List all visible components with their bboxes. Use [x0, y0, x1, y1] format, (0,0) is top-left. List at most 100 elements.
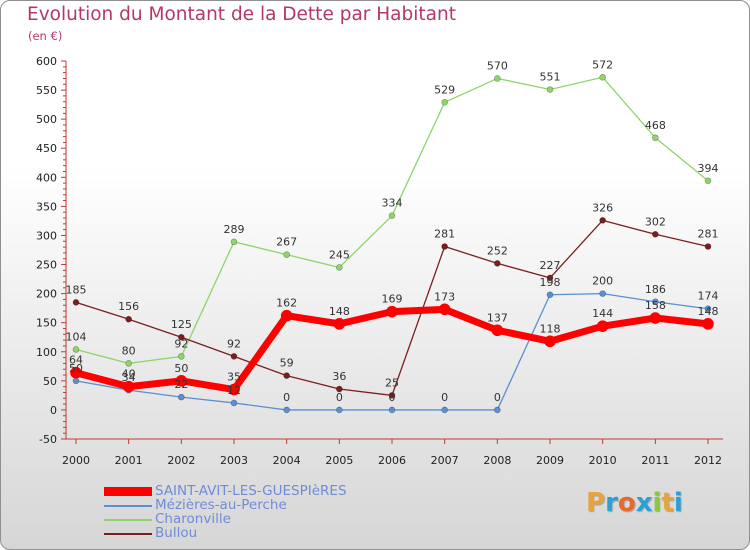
- data-label: 281: [434, 228, 455, 241]
- x-tick-label: 2000: [62, 454, 90, 467]
- data-label: 468: [645, 119, 666, 132]
- data-point: [72, 299, 80, 306]
- data-point: [544, 335, 556, 348]
- data-point: [441, 243, 448, 250]
- data-label: 394: [698, 162, 719, 175]
- data-point: [336, 264, 343, 271]
- data-label: 551: [540, 70, 561, 83]
- legend-label: Charonville: [155, 511, 231, 527]
- data-label: 185: [66, 283, 87, 296]
- y-tick-label: -50: [39, 433, 57, 446]
- data-label: 158: [645, 299, 666, 312]
- y-tick-label: 250: [36, 259, 57, 272]
- y-tick-label: 550: [36, 84, 57, 97]
- x-tick-label: 2003: [220, 454, 248, 467]
- data-point: [228, 383, 240, 396]
- logo-letter: t: [661, 488, 674, 518]
- x-tick-label: 2001: [115, 454, 143, 467]
- legend-swatch: [104, 533, 152, 535]
- data-label: 137: [487, 311, 508, 324]
- data-point: [388, 392, 396, 399]
- data-point: [386, 305, 398, 318]
- data-point: [333, 318, 346, 330]
- data-point: [494, 260, 501, 267]
- logo-letter: P: [586, 488, 606, 518]
- x-tick-label: 2005: [325, 454, 353, 467]
- data-point: [438, 303, 451, 316]
- data-label: 302: [645, 215, 666, 228]
- data-point: [491, 324, 504, 337]
- data-label: 186: [645, 283, 666, 296]
- data-point: [178, 333, 185, 341]
- data-label: 0: [283, 391, 290, 404]
- y-tick-label: 350: [36, 200, 57, 213]
- data-label: 25: [385, 376, 399, 389]
- data-label: 12: [227, 384, 241, 397]
- data-point: [599, 290, 606, 297]
- data-point: [283, 372, 290, 379]
- data-label: 92: [227, 337, 241, 350]
- data-label: 572: [592, 58, 613, 71]
- data-point: [336, 385, 343, 393]
- data-point: [596, 320, 609, 332]
- proxiti-logo: Proxiti: [586, 488, 683, 518]
- data-point: [283, 406, 290, 414]
- data-label: 0: [441, 391, 448, 404]
- data-label: 80: [122, 344, 136, 357]
- data-label: 227: [540, 259, 561, 272]
- y-tick-label: 450: [36, 142, 57, 155]
- data-label: 281: [698, 228, 719, 241]
- data-point: [599, 73, 606, 81]
- data-label: 0: [494, 391, 501, 404]
- data-label: 570: [487, 59, 508, 72]
- legend-swatch: [104, 519, 152, 521]
- y-tick-label: 200: [36, 288, 57, 301]
- data-label: 0: [336, 391, 343, 404]
- data-label: 104: [66, 330, 87, 343]
- data-point: [178, 393, 185, 401]
- x-tick-label: 2004: [273, 454, 301, 467]
- chart-subtitle: (en €): [28, 29, 63, 43]
- x-tick-label: 2012: [694, 454, 722, 467]
- data-label: 148: [329, 305, 350, 318]
- data-point: [652, 298, 659, 306]
- data-point: [280, 309, 293, 322]
- data-point: [388, 212, 396, 219]
- data-label: 50: [174, 362, 188, 375]
- x-tick-label: 2006: [378, 454, 406, 467]
- data-label: 35: [227, 371, 241, 384]
- data-label: 40: [122, 368, 136, 381]
- data-label: 245: [329, 248, 350, 261]
- data-label: 0: [389, 391, 396, 404]
- data-label: 36: [332, 370, 346, 383]
- data-label: 173: [434, 290, 455, 303]
- data-label: 169: [382, 293, 403, 306]
- data-point: [494, 75, 501, 82]
- logo-letter: i: [652, 488, 662, 518]
- data-point: [178, 353, 185, 360]
- data-point: [704, 177, 712, 185]
- y-tick-label: 400: [36, 171, 57, 184]
- data-point: [336, 406, 343, 414]
- y-tick-label: 0: [50, 404, 57, 417]
- data-point: [283, 251, 290, 258]
- data-label: 200: [592, 275, 613, 288]
- chart-title: Evolution du Montant de la Dette par Hab…: [27, 4, 456, 25]
- y-tick-label: 300: [36, 229, 57, 242]
- data-point: [122, 380, 135, 393]
- y-tick-label: 50: [43, 375, 57, 388]
- y-tick-label: 500: [36, 113, 57, 126]
- data-point: [546, 86, 554, 93]
- data-label: 156: [118, 300, 139, 313]
- y-tick-label: 600: [36, 55, 57, 68]
- data-point: [72, 346, 80, 353]
- data-label: 162: [276, 297, 297, 310]
- data-label: 252: [487, 244, 508, 257]
- logo-letter: r: [605, 488, 618, 518]
- legend-swatch: [104, 487, 152, 496]
- data-point: [230, 399, 238, 407]
- data-point: [652, 230, 659, 238]
- data-point: [441, 98, 448, 106]
- data-label: 148: [698, 305, 719, 318]
